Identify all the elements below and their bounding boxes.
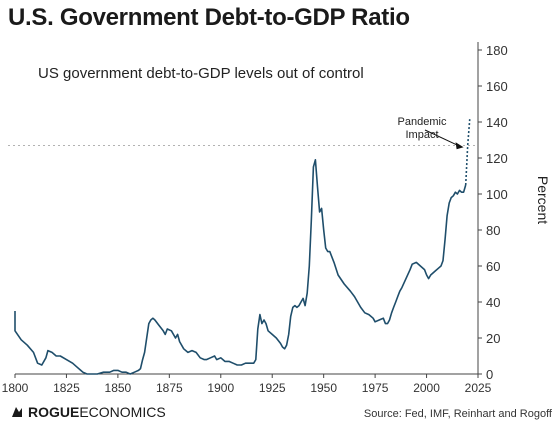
y-tick-label: 100 bbox=[486, 187, 508, 202]
annotation-arrow-head bbox=[455, 142, 464, 150]
y-axis: 0 20 40 60 80 100 120 140 160 180 bbox=[477, 42, 508, 382]
chart: US government debt-to-GDP levels out of … bbox=[2, 42, 551, 395]
x-tick-label: 1975 bbox=[362, 381, 389, 395]
y-axis-label: Percent bbox=[535, 176, 551, 224]
y-tick-label: 0 bbox=[486, 367, 493, 382]
x-tick-label: 1800 bbox=[2, 381, 29, 395]
x-tick-label: 2025 bbox=[465, 381, 492, 395]
x-tick-label: 1825 bbox=[53, 381, 80, 395]
series-line-projection bbox=[464, 118, 471, 186]
brand-name-rest: ECONOMICS bbox=[79, 404, 166, 420]
x-tick-label: 1850 bbox=[105, 381, 132, 395]
chart-title: U.S. Government Debt-to-GDP Ratio bbox=[8, 4, 410, 31]
y-tick-label: 60 bbox=[486, 259, 500, 274]
annotation-text: Pandemic bbox=[398, 116, 447, 128]
y-tick-label: 140 bbox=[486, 115, 508, 130]
x-tick-label: 1875 bbox=[156, 381, 183, 395]
x-tick-label: 2000 bbox=[413, 381, 440, 395]
x-tick-label: 1950 bbox=[310, 381, 337, 395]
y-tick-label: 180 bbox=[486, 43, 508, 58]
brand-name-bold: ROGUE bbox=[28, 404, 80, 420]
y-tick-label: 20 bbox=[486, 331, 500, 346]
y-tick-label: 160 bbox=[486, 79, 508, 94]
x-tick-label: 1925 bbox=[259, 381, 286, 395]
y-tick-label: 40 bbox=[486, 295, 500, 310]
plot-area bbox=[14, 118, 471, 375]
x-tick-label: 1900 bbox=[207, 381, 234, 395]
brand-logo: ROGUE ECONOMICS bbox=[10, 404, 166, 420]
annotation-arrow-line bbox=[424, 129, 460, 147]
x-axis: 1800 1825 1850 1875 1900 1925 1950 1975 2000 2025 bbox=[2, 373, 492, 395]
source-note: Source: Fed, IMF, Reinhart and Rogoff bbox=[363, 408, 552, 420]
y-tick-label: 80 bbox=[486, 223, 500, 238]
series-line-debt bbox=[14, 159, 467, 375]
y-tick-label: 120 bbox=[486, 151, 508, 166]
annotation-text: Impact bbox=[405, 129, 438, 141]
rogue-logo-icon bbox=[12, 407, 22, 417]
chart-subtitle: US government debt-to-GDP levels out of … bbox=[38, 65, 364, 82]
